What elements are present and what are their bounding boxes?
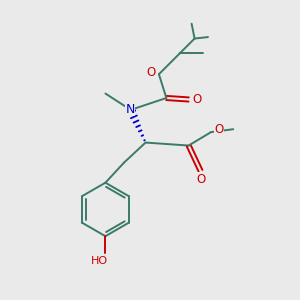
Text: O: O (192, 93, 202, 106)
Text: O: O (197, 172, 206, 186)
Text: HO: HO (91, 256, 108, 266)
Text: N: N (125, 103, 135, 116)
Text: O: O (214, 123, 224, 136)
Text: O: O (146, 66, 155, 79)
